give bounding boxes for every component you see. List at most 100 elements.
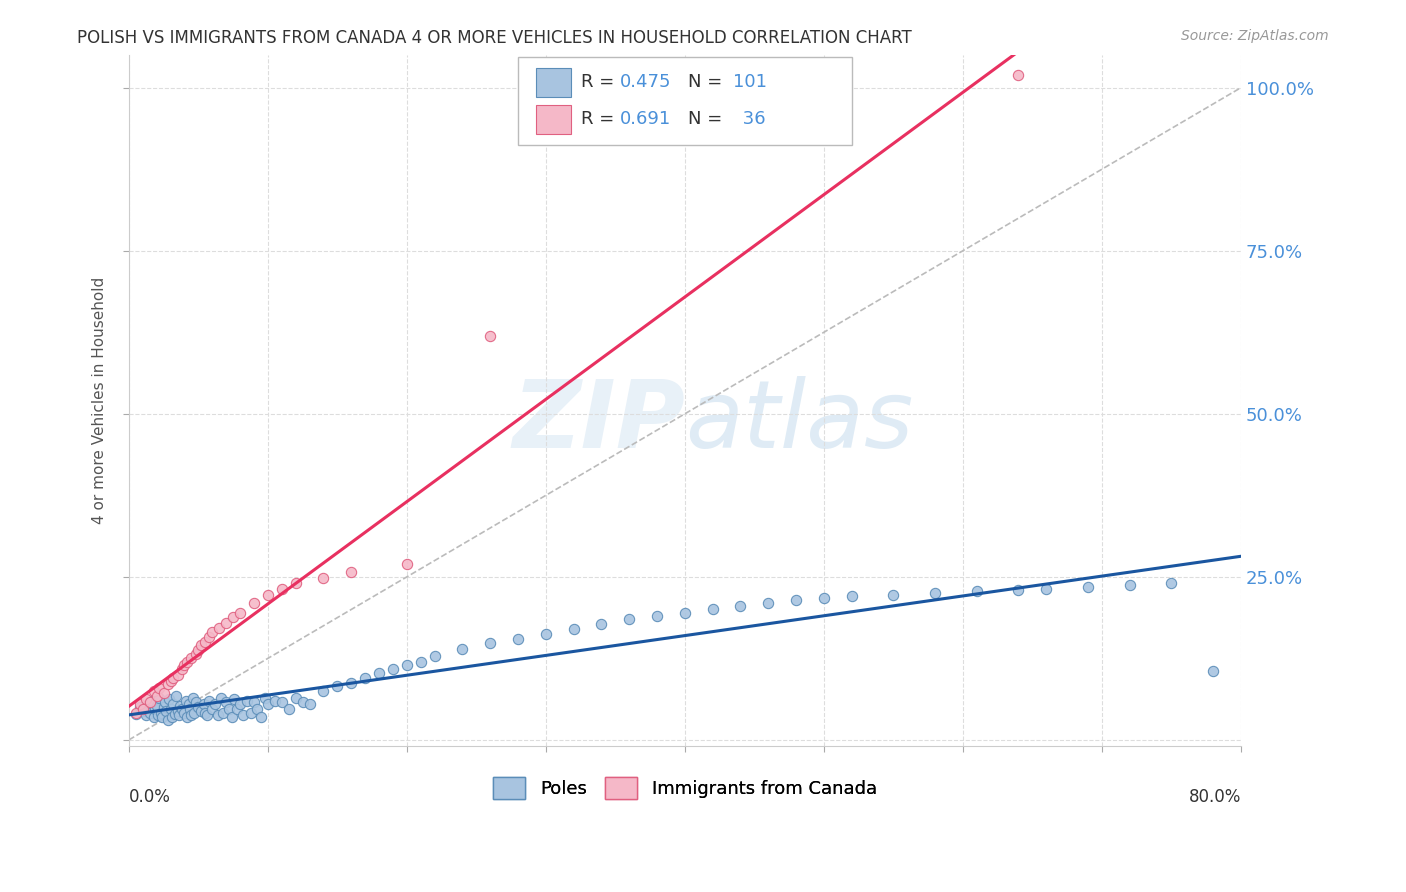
Point bbox=[229, 697, 252, 711]
Point bbox=[184, 695, 207, 709]
Point bbox=[254, 690, 277, 705]
Point bbox=[326, 680, 349, 694]
Point bbox=[277, 701, 299, 715]
Point bbox=[591, 616, 613, 631]
Point bbox=[162, 697, 184, 711]
Point bbox=[187, 643, 209, 657]
Point bbox=[146, 708, 169, 723]
Text: 80.0%: 80.0% bbox=[1188, 788, 1241, 805]
Point bbox=[340, 565, 363, 579]
Point bbox=[132, 704, 155, 718]
Point bbox=[270, 695, 292, 709]
Point bbox=[368, 666, 391, 681]
Text: ZIP: ZIP bbox=[512, 376, 685, 467]
Point bbox=[198, 694, 221, 708]
Point bbox=[423, 649, 446, 664]
Point bbox=[142, 710, 165, 724]
Point bbox=[167, 708, 190, 723]
Point bbox=[129, 697, 152, 711]
Point bbox=[221, 710, 243, 724]
Point bbox=[184, 647, 207, 661]
Point bbox=[176, 710, 198, 724]
Point bbox=[395, 557, 418, 571]
FancyBboxPatch shape bbox=[536, 105, 571, 134]
Point bbox=[222, 610, 245, 624]
Point bbox=[257, 588, 280, 602]
Point bbox=[702, 602, 724, 616]
Point bbox=[149, 706, 172, 720]
Point bbox=[673, 606, 696, 620]
Point bbox=[159, 701, 181, 715]
Point bbox=[841, 590, 863, 604]
Point bbox=[152, 686, 174, 700]
Point bbox=[619, 612, 641, 626]
Point bbox=[479, 636, 502, 650]
Text: POLISH VS IMMIGRANTS FROM CANADA 4 OR MORE VEHICLES IN HOUSEHOLD CORRELATION CHA: POLISH VS IMMIGRANTS FROM CANADA 4 OR MO… bbox=[77, 29, 912, 46]
Point bbox=[165, 689, 187, 703]
FancyBboxPatch shape bbox=[536, 69, 571, 97]
Point bbox=[132, 701, 155, 715]
Point bbox=[312, 684, 335, 698]
Point bbox=[924, 586, 946, 600]
Text: N =: N = bbox=[688, 73, 728, 91]
Point bbox=[153, 695, 176, 709]
Point bbox=[138, 695, 160, 709]
Point bbox=[157, 692, 180, 706]
Point bbox=[409, 655, 432, 669]
Point bbox=[291, 695, 314, 709]
Point bbox=[229, 606, 252, 620]
Point bbox=[257, 697, 280, 711]
Point bbox=[125, 706, 148, 720]
Point bbox=[169, 698, 191, 713]
Point bbox=[180, 651, 202, 665]
Point bbox=[756, 596, 779, 610]
Point bbox=[193, 697, 215, 711]
Point bbox=[156, 677, 179, 691]
Point bbox=[201, 625, 224, 640]
Legend: Poles, Immigrants from Canada: Poles, Immigrants from Canada bbox=[485, 770, 884, 806]
Point bbox=[204, 697, 226, 711]
Text: N =: N = bbox=[688, 111, 728, 128]
Point bbox=[1118, 577, 1140, 591]
Point bbox=[209, 690, 232, 705]
Point bbox=[645, 609, 668, 624]
Point bbox=[138, 706, 160, 720]
Point bbox=[966, 584, 988, 599]
Point bbox=[177, 697, 200, 711]
Point bbox=[232, 708, 254, 723]
Point bbox=[1007, 68, 1029, 82]
Point bbox=[201, 701, 224, 715]
Point bbox=[250, 710, 273, 724]
Text: 0.475: 0.475 bbox=[620, 73, 672, 91]
Point bbox=[506, 632, 529, 646]
Point bbox=[166, 667, 188, 681]
Point bbox=[148, 681, 170, 695]
Point bbox=[173, 657, 195, 672]
Point bbox=[179, 701, 201, 715]
Text: atlas: atlas bbox=[685, 376, 912, 467]
Point bbox=[224, 692, 246, 706]
Text: 101: 101 bbox=[733, 73, 766, 91]
Point bbox=[194, 706, 217, 720]
Point bbox=[194, 635, 217, 649]
Point bbox=[215, 615, 238, 630]
Point bbox=[354, 671, 377, 685]
Point bbox=[190, 704, 212, 718]
Point bbox=[183, 706, 205, 720]
Text: R =: R = bbox=[582, 111, 620, 128]
Point bbox=[170, 701, 193, 715]
Point bbox=[198, 630, 221, 644]
Point bbox=[181, 690, 204, 705]
Point bbox=[150, 710, 173, 724]
Point bbox=[218, 701, 240, 715]
Point bbox=[1035, 582, 1057, 596]
Point bbox=[170, 663, 193, 677]
Point bbox=[138, 697, 160, 711]
Point bbox=[176, 655, 198, 669]
Point bbox=[166, 704, 188, 718]
Point bbox=[395, 657, 418, 672]
Point bbox=[340, 675, 363, 690]
Point bbox=[246, 701, 269, 715]
Point bbox=[142, 684, 165, 698]
Point bbox=[135, 708, 157, 723]
